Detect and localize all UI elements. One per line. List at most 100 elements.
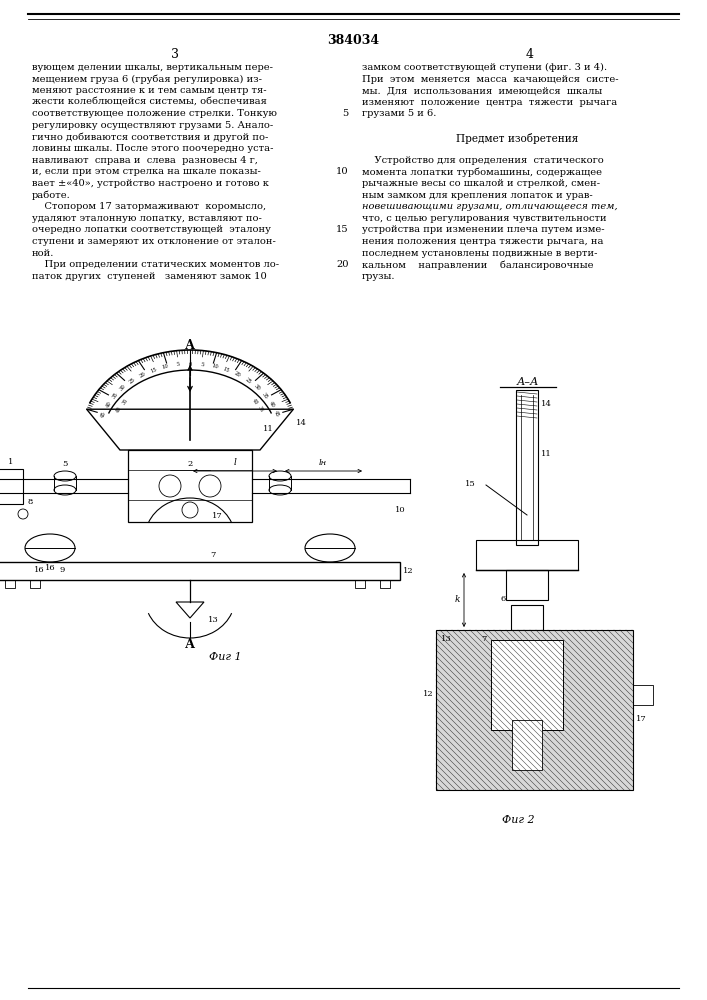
Text: очередно лопатки соответствующей  эталону: очередно лопатки соответствующей эталону — [32, 225, 271, 234]
Text: 4: 4 — [526, 48, 534, 61]
Text: 10: 10 — [336, 167, 349, 176]
Text: ным замком для крепления лопаток и урав-: ным замком для крепления лопаток и урав- — [362, 191, 592, 200]
Text: 6: 6 — [501, 595, 506, 603]
Text: 7: 7 — [481, 635, 486, 643]
Text: 10: 10 — [395, 506, 406, 514]
Text: ной.: ной. — [32, 249, 54, 258]
Text: грузами 5 и 6.: грузами 5 и 6. — [362, 109, 436, 118]
Text: устройства при изменении плеча путем изме-: устройства при изменении плеча путем изм… — [362, 225, 604, 234]
Text: нения положения центра тяжести рычага, на: нения положения центра тяжести рычага, н… — [362, 237, 604, 246]
Text: 40: 40 — [105, 400, 112, 409]
Text: момента лопатки турбомашины, содержащее: момента лопатки турбомашины, содержащее — [362, 167, 602, 177]
Text: изменяют  положение  центра  тяжести  рычага: изменяют положение центра тяжести рычага — [362, 98, 617, 107]
Text: удаляют эталонную лопатку, вставляют по-: удаляют эталонную лопатку, вставляют по- — [32, 214, 262, 223]
Text: 16: 16 — [35, 566, 45, 574]
Text: 5: 5 — [175, 362, 180, 367]
Text: Стопором 17 затормаживают  коромысло,: Стопором 17 затормаживают коромысло, — [32, 202, 266, 211]
Bar — [30, 580, 40, 588]
Text: жести колеблющейся системы, обеспечивая: жести колеблющейся системы, обеспечивая — [32, 98, 267, 107]
Text: грузы.: грузы. — [362, 272, 395, 281]
Text: 13: 13 — [208, 616, 218, 624]
Text: 16: 16 — [45, 564, 55, 572]
Text: 45: 45 — [100, 410, 107, 418]
Text: соответствующее положение стрелки. Тонкую: соответствующее положение стрелки. Тонку… — [32, 109, 277, 118]
Text: 12: 12 — [423, 690, 434, 698]
Text: 10: 10 — [211, 363, 218, 370]
Text: ступени и замеряют их отклонение от эталон-: ступени и замеряют их отклонение от этал… — [32, 237, 276, 246]
Text: и, если при этом стрелка на шкале показы-: и, если при этом стрелка на шкале показы… — [32, 167, 261, 176]
Text: 40: 40 — [251, 398, 259, 406]
Bar — [0, 562, 400, 580]
Text: 8: 8 — [28, 498, 33, 506]
Text: l: l — [233, 458, 236, 467]
Text: рычажные весы со шкалой и стрелкой, смен-: рычажные весы со шкалой и стрелкой, смен… — [362, 179, 600, 188]
Bar — [476, 540, 578, 570]
Text: последнем установлены подвижные в верти-: последнем установлены подвижные в верти- — [362, 249, 597, 258]
Text: 35: 35 — [257, 405, 264, 413]
Text: 384034: 384034 — [327, 34, 380, 47]
Text: 20: 20 — [233, 371, 242, 379]
Text: 5: 5 — [201, 362, 204, 367]
Text: 5: 5 — [62, 460, 68, 468]
Text: Предмет изобретения: Предмет изобретения — [456, 133, 578, 144]
Text: 40: 40 — [115, 405, 123, 413]
Text: 3: 3 — [171, 48, 179, 61]
Text: что, с целью регулирования чувствительности: что, с целью регулирования чувствительно… — [362, 214, 607, 223]
Text: lн: lн — [319, 459, 327, 467]
Text: гично добиваются соответствия и другой по-: гично добиваются соответствия и другой п… — [32, 133, 269, 142]
Text: 17: 17 — [212, 512, 223, 520]
Text: Фиг 2: Фиг 2 — [502, 815, 534, 825]
Bar — [516, 390, 538, 545]
Text: 15: 15 — [336, 225, 349, 234]
Text: паток других  ступеней   заменяют замок 10: паток других ступеней заменяют замок 10 — [32, 272, 267, 281]
Text: 10: 10 — [161, 363, 169, 370]
Text: замком соответствующей ступени (фиг. 3 и 4).: замком соответствующей ступени (фиг. 3 и… — [362, 63, 607, 72]
Text: А: А — [185, 638, 195, 651]
Text: 12: 12 — [403, 567, 414, 575]
Text: ловины шкалы. После этого поочередно уста-: ловины шкалы. После этого поочередно уст… — [32, 144, 274, 153]
Text: новешивающими грузами, отличающееся тем,: новешивающими грузами, отличающееся тем, — [362, 202, 618, 211]
Text: При  этом  меняется  масса  качающейся  систе-: При этом меняется масса качающейся систе… — [362, 75, 619, 84]
Text: мещением груза 6 (грубая регулировка) из-: мещением груза 6 (грубая регулировка) из… — [32, 75, 262, 84]
Bar — [506, 570, 548, 600]
Text: 11: 11 — [263, 425, 274, 433]
Bar — [511, 605, 543, 630]
Bar — [512, 720, 542, 770]
Text: k: k — [455, 595, 460, 604]
Text: 30: 30 — [253, 384, 261, 392]
Bar — [355, 580, 365, 588]
Bar — [436, 630, 633, 790]
Text: меняют расстояние к и тем самым центр тя-: меняют расстояние к и тем самым центр тя… — [32, 86, 267, 95]
Text: 25: 25 — [244, 377, 252, 385]
Text: 15: 15 — [222, 367, 230, 374]
Text: регулировку осуществляют грузами 5. Анало-: регулировку осуществляют грузами 5. Анал… — [32, 121, 273, 130]
Text: 14: 14 — [296, 419, 308, 427]
Bar — [5, 580, 15, 588]
Text: 20: 20 — [139, 371, 146, 379]
Text: 30: 30 — [119, 384, 127, 392]
Text: мы.  Для  использования  имеющейся  шкалы: мы. Для использования имеющейся шкалы — [362, 86, 602, 95]
Text: навливают  справа и  слева  разновесы 4 г,: навливают справа и слева разновесы 4 г, — [32, 156, 258, 165]
Text: 40: 40 — [268, 400, 275, 409]
Text: 35: 35 — [111, 392, 119, 400]
Text: 2: 2 — [187, 460, 192, 468]
Text: А–А: А–А — [517, 377, 539, 387]
Text: вает ±«40», устройство настроено и готово к: вает ±«40», устройство настроено и готов… — [32, 179, 269, 188]
Text: 15: 15 — [149, 367, 158, 374]
Text: кальном    направлении    балансировочные: кальном направлении балансировочные — [362, 260, 593, 270]
Text: А: А — [185, 339, 195, 352]
Text: 11: 11 — [541, 450, 551, 458]
Text: 45: 45 — [273, 410, 280, 418]
Text: Фиг 1: Фиг 1 — [209, 652, 241, 662]
Text: 35: 35 — [121, 398, 129, 406]
Bar — [128, 450, 252, 522]
Text: 35: 35 — [261, 392, 269, 400]
Text: При определении статических моментов ло-: При определении статических моментов ло- — [32, 260, 279, 269]
Bar — [633, 685, 653, 705]
Bar — [491, 640, 563, 730]
Text: 0: 0 — [188, 361, 192, 366]
Text: 14: 14 — [541, 400, 552, 408]
Text: 15: 15 — [465, 480, 476, 488]
Bar — [0, 468, 23, 504]
Text: 25: 25 — [128, 377, 136, 385]
